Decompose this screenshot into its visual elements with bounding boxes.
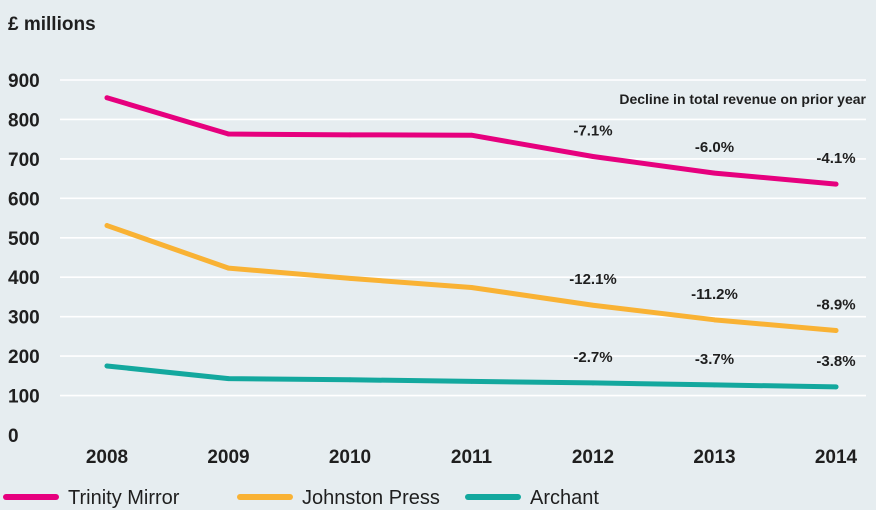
x-tick-label: 2009 — [207, 447, 249, 468]
data-point — [712, 170, 717, 176]
gridlines — [60, 79, 866, 397]
data-point — [469, 378, 474, 384]
y-tick-label: 900 — [8, 71, 40, 92]
data-point — [104, 95, 110, 101]
data-point — [833, 181, 839, 187]
annotation-note: Decline in total revenue on prior year — [619, 91, 866, 107]
data-point — [712, 317, 717, 323]
data-labels: -7.1% -6.0% -4.1% -12.1% -11.2% -8.9% -2.7% -3.… — [569, 123, 855, 370]
y-tick-label: 800 — [8, 110, 40, 131]
series-lines — [104, 95, 839, 390]
data-point — [226, 265, 231, 271]
data-point — [833, 328, 839, 333]
data-point — [347, 377, 353, 383]
x-tick-label: 2013 — [693, 447, 735, 468]
y-axis: 0 100 200 300 400 500 600 700 800 900 — [8, 71, 40, 447]
data-point — [469, 285, 474, 290]
data-label: -6.0% — [695, 139, 734, 156]
x-tick-label: 2012 — [572, 447, 614, 468]
data-label: -3.8% — [816, 353, 855, 370]
x-tick-label: 2010 — [329, 447, 371, 468]
data-point — [590, 380, 596, 386]
y-tick-label: 200 — [8, 347, 40, 368]
data-point — [347, 276, 353, 281]
data-label: -2.7% — [573, 349, 612, 366]
x-axis: 2008 2009 2010 2011 2012 2013 2014 — [86, 447, 858, 468]
data-label: -11.2% — [691, 286, 738, 303]
y-tick-label: 400 — [8, 268, 40, 289]
data-point — [104, 363, 110, 369]
y-tick-label: 600 — [8, 189, 40, 210]
data-label: -3.7% — [695, 351, 734, 368]
data-point — [833, 384, 839, 390]
data-point — [347, 132, 353, 138]
data-point — [469, 132, 474, 138]
legend-label: Trinity Mirror — [68, 487, 180, 509]
data-label: -7.1% — [573, 123, 612, 140]
y-unit-label: £ millions — [8, 14, 96, 35]
data-point — [590, 302, 596, 308]
data-point — [226, 376, 231, 381]
data-point — [712, 382, 717, 388]
data-point — [590, 154, 596, 159]
y-tick-label: 300 — [8, 308, 40, 329]
legend-label: Johnston Press — [302, 487, 440, 509]
x-tick-label: 2008 — [86, 447, 128, 468]
y-tick-label: 700 — [8, 150, 40, 171]
x-tick-label: 2011 — [451, 447, 493, 468]
legend: Trinity Mirror Johnston Press Archant — [3, 487, 599, 509]
data-label: -12.1% — [569, 271, 617, 288]
y-tick-label: 0 — [8, 426, 19, 447]
x-tick-label: 2014 — [815, 447, 858, 468]
data-label: -4.1% — [816, 150, 855, 167]
data-point — [226, 131, 231, 137]
y-tick-label: 100 — [8, 387, 40, 408]
data-label: -8.9% — [816, 296, 855, 313]
legend-label: Archant — [530, 487, 599, 509]
y-tick-label: 500 — [8, 229, 40, 250]
data-point — [104, 223, 110, 228]
